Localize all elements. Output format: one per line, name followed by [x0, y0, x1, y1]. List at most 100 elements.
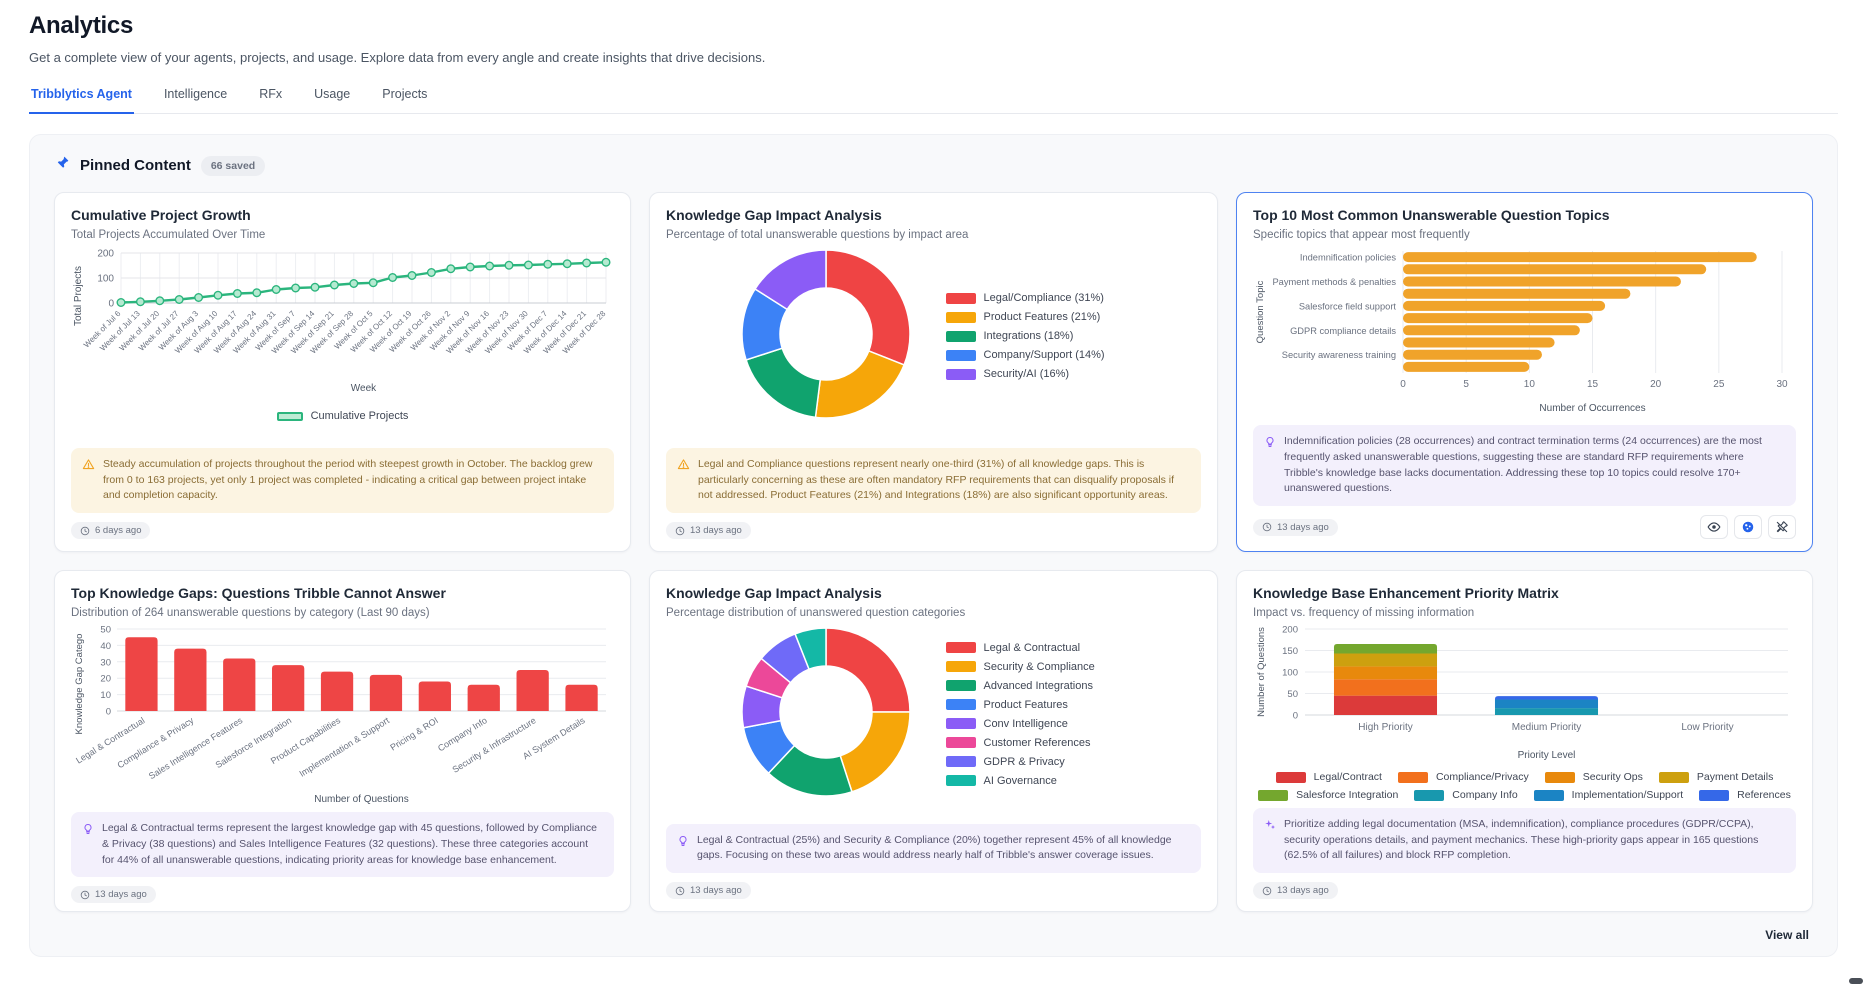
unpin-button[interactable] — [1768, 515, 1796, 539]
legend-swatch — [945, 680, 976, 691]
svg-text:Priority Level: Priority Level — [1518, 750, 1576, 761]
card-footer: 13 days ago — [666, 513, 1201, 539]
card-footer: 13 days ago — [71, 877, 614, 904]
legend-label: AI Governance — [983, 774, 1057, 787]
svg-text:200: 200 — [1282, 625, 1298, 636]
legend-swatch — [945, 642, 976, 653]
tab-tribblytics-agent[interactable]: Tribblytics Agent — [29, 79, 134, 114]
lightbulb-icon — [677, 834, 689, 865]
card-title: Cumulative Project Growth — [71, 207, 251, 223]
svg-text:10: 10 — [1524, 379, 1536, 390]
card-top-unanswerable-topics[interactable]: Top 10 Most Common Unanswerable Question… — [1236, 192, 1813, 552]
legend-swatch — [945, 349, 976, 361]
svg-text:High Priority: High Priority — [1358, 722, 1412, 733]
tab-intelligence[interactable]: Intelligence — [163, 87, 228, 101]
insight-text: Indemnification policies (28 occurrences… — [1284, 435, 1762, 495]
legend-label: Security & Compliance — [983, 660, 1095, 673]
preview-eye-button[interactable] — [1700, 515, 1728, 539]
legend-item: AI Governance — [945, 774, 1128, 787]
tab-projects[interactable]: Projects — [382, 87, 428, 101]
legend-label: Legal/Contract — [1313, 771, 1382, 783]
line-chart: 0 100 200 Week of Jul 6 Week of Jul 13 Week o… — [71, 245, 614, 408]
svg-text:Number of Questions: Number of Questions — [314, 794, 409, 805]
insight-box: Legal and Compliance questions represent… — [666, 447, 1201, 513]
page-subtitle: Get a complete view of your agents, proj… — [29, 50, 766, 65]
tab-rfx[interactable]: RFx — [259, 87, 283, 101]
card-title: Knowledge Base Enhancement Priority Matr… — [1253, 585, 1559, 601]
svg-text:Salesforce field support: Salesforce field support — [1299, 301, 1397, 311]
legend-item: Payment Details — [1658, 771, 1774, 783]
card-priority-matrix[interactable]: Knowledge Base Enhancement Priority Matr… — [1236, 570, 1813, 912]
legend-label: Payment Details — [1696, 771, 1774, 783]
card-subtitle: Total Projects Accumulated Over Time — [71, 229, 266, 241]
warning-icon — [677, 458, 690, 504]
svg-text:Payment methods & penalties: Payment methods & penalties — [1272, 277, 1396, 287]
legend-item: Product Features — [945, 699, 1128, 711]
svg-text:40: 40 — [100, 641, 111, 652]
svg-text:Question Topic: Question Topic — [1255, 280, 1266, 343]
card-footer: 6 days ago — [71, 513, 614, 539]
insight-text: Prioritize adding legal documentation (M… — [1284, 817, 1759, 862]
svg-text:Number of Questions: Number of Questions — [1256, 627, 1267, 717]
svg-text:100: 100 — [97, 274, 114, 285]
legend-item: Cumulative Projects — [276, 410, 408, 422]
clock-icon — [675, 886, 685, 895]
timestamp-badge: 13 days ago — [71, 886, 156, 904]
legend-label: Compliance/Privacy — [1435, 771, 1529, 783]
legend-swatch — [945, 661, 976, 672]
legend-label: Product Features (21%) — [983, 311, 1101, 323]
svg-text:0: 0 — [1293, 711, 1298, 722]
scrollbar-thumb[interactable] — [1849, 978, 1863, 984]
view-all-link[interactable]: View all — [1765, 928, 1809, 942]
tab-bar: Tribblytics Agent Intelligence RFx Usage… — [29, 79, 1838, 114]
legend-swatch — [945, 756, 976, 767]
pinned-content-panel: Pinned Content 66 saved Cumulative Proje… — [29, 134, 1838, 957]
svg-text:20: 20 — [1650, 379, 1662, 390]
lightbulb-icon — [1264, 435, 1276, 497]
legend-swatch — [1658, 771, 1689, 783]
timestamp-badge: 13 days ago — [1253, 882, 1338, 899]
svg-text:Security awareness training: Security awareness training — [1282, 350, 1396, 360]
legend-swatch — [945, 737, 976, 748]
legend-swatch — [945, 330, 976, 342]
lightbulb-icon — [82, 822, 94, 868]
insight-box: Indemnification policies (28 occurrences… — [1253, 425, 1796, 506]
svg-text:GDPR compliance details: GDPR compliance details — [1290, 326, 1396, 336]
card-title: Knowledge Gap Impact Analysis — [666, 207, 882, 223]
svg-text:Medium Priority: Medium Priority — [1512, 722, 1581, 733]
card-knowledge-gap-impact[interactable]: Knowledge Gap Impact Analysis Percentage… — [649, 192, 1218, 552]
stacked-bar-chart: 0 50 100 150 200 High Priority Medium Priority… — [1253, 623, 1796, 768]
svg-text:100: 100 — [1282, 668, 1298, 679]
svg-text:Security & Infrastructure: Security & Infrastructure — [451, 715, 538, 775]
svg-text:Total Projects: Total Projects — [73, 266, 84, 326]
clock-icon — [675, 526, 685, 535]
legend-label: Company Info — [1452, 789, 1518, 801]
card-top-knowledge-gaps[interactable]: Top Knowledge Gaps: Questions Tribble Ca… — [54, 570, 631, 912]
legend-item: Salesforce Integration — [1258, 789, 1398, 801]
legend-item: References — [1699, 789, 1791, 801]
svg-text:0: 0 — [106, 707, 111, 718]
svg-text:10: 10 — [100, 690, 111, 701]
insight-text: Legal & Contractual terms represent the … — [102, 822, 597, 866]
insight-text: Legal & Contractual (25%) and Security &… — [697, 833, 1172, 862]
card-title: Top 10 Most Common Unanswerable Question… — [1253, 207, 1610, 223]
legend-label: Legal/Compliance (31%) — [983, 292, 1104, 304]
legend-swatch — [1414, 789, 1445, 801]
warning-icon — [82, 458, 95, 504]
theme-color-button[interactable] — [1734, 515, 1762, 539]
card-subtitle: Distribution of 264 unanswerable questio… — [71, 607, 430, 619]
card-footer: 13 days ago — [666, 873, 1201, 899]
legend-item: Integrations (18%) — [945, 330, 1128, 342]
insight-text: Legal and Compliance questions represent… — [698, 457, 1175, 502]
card-subtitle: Percentage of total unanswerable questio… — [666, 229, 969, 241]
tab-usage[interactable]: Usage — [314, 87, 351, 101]
chart-legend: Cumulative Projects — [71, 410, 614, 422]
page-title: Analytics — [29, 12, 134, 39]
card-cumulative-project-growth[interactable]: Cumulative Project Growth Total Projects… — [54, 192, 631, 552]
svg-text:20: 20 — [100, 674, 111, 685]
card-actions — [1700, 515, 1796, 539]
card-knowledge-gap-impact-2[interactable]: Knowledge Gap Impact Analysis Percentage… — [649, 570, 1218, 912]
horizontal-bar-chart: 0 5 10 15 20 25 30 Indemnification policies Paym… — [1253, 245, 1796, 420]
chart-legend: Legal/Compliance (31%) Product Features (… — [945, 292, 1128, 380]
legend-item: Security/AI (16%) — [945, 368, 1128, 380]
